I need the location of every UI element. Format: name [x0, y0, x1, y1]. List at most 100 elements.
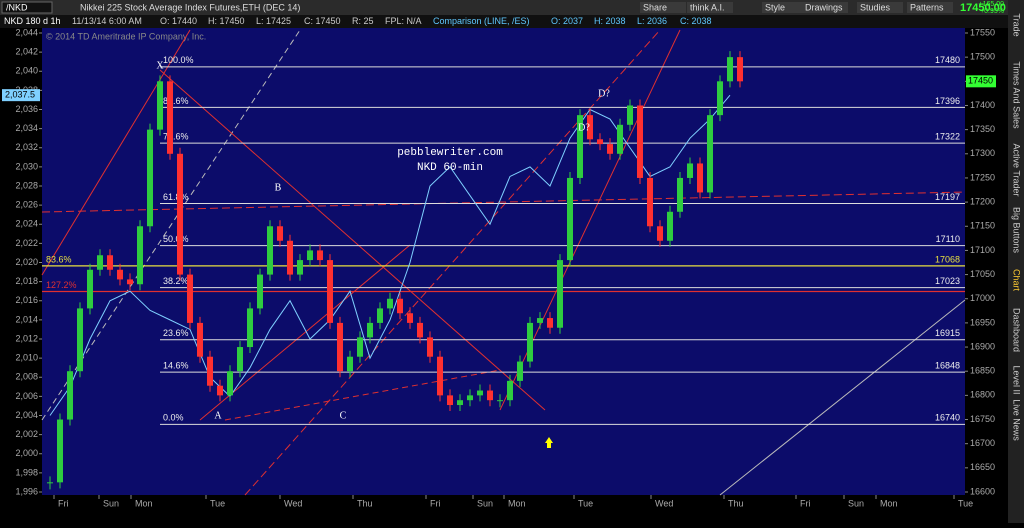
candle — [637, 105, 643, 178]
x-tick-label: Fri — [430, 498, 441, 508]
y-tick-label: 17400 — [970, 100, 995, 110]
info-bar — [0, 15, 1008, 28]
annotation: A — [214, 410, 222, 421]
info-item: L: 17425 — [256, 16, 291, 26]
y-tick-label: 16600 — [970, 486, 995, 496]
sidebar-tab[interactable]: Active Trader — [1012, 143, 1022, 196]
fib-pct: 88.6% — [163, 96, 189, 106]
y-tick-label: 17200 — [970, 196, 995, 206]
info-item: R: 25 — [352, 16, 374, 26]
toolbar-button[interactable] — [857, 2, 903, 13]
trend-line — [41, 191, 966, 213]
candle — [437, 356, 443, 396]
info-item: C: 2038 — [680, 16, 712, 26]
candle — [587, 115, 593, 140]
toolbar-button[interactable] — [640, 2, 686, 13]
comparison-line — [49, 94, 731, 416]
sidebar-tab[interactable]: Chart — [1012, 269, 1022, 292]
annotation: B — [275, 182, 282, 193]
candle — [77, 308, 83, 372]
price-tag — [966, 75, 996, 88]
candle — [57, 419, 63, 483]
y-tick-label: 16950 — [970, 317, 995, 327]
candle — [397, 298, 403, 314]
y-tick-label: 17050 — [970, 269, 995, 279]
price-tag-label: 17450 — [968, 76, 993, 86]
candle — [127, 279, 133, 285]
x-tick-label: Sun — [848, 498, 864, 508]
x-tick-label: Thu — [357, 498, 373, 508]
candle — [227, 371, 233, 396]
candle — [287, 240, 293, 275]
candle — [297, 260, 303, 275]
toolbar-button-label: Share — [643, 2, 667, 12]
x-tick-label: Sun — [477, 498, 493, 508]
symbol: /NKD — [6, 2, 28, 12]
x-tick-label: Wed — [655, 498, 673, 508]
arrow-marker — [545, 437, 553, 448]
sidebar-tab[interactable]: Level II — [1012, 365, 1022, 394]
info-item: FPL: N/A — [385, 16, 422, 26]
candle — [267, 226, 273, 275]
fib-price: 16915 — [935, 328, 960, 338]
y-tick-label: 17550 — [970, 27, 995, 37]
sidebar-tab[interactable]: Live News — [1012, 399, 1022, 441]
candle — [537, 318, 543, 323]
toolbar-button[interactable] — [802, 2, 848, 13]
toolbar-button-label: think A.I. — [690, 2, 725, 12]
trend-line — [41, 29, 191, 276]
y-tick-label: 16900 — [970, 341, 995, 351]
candle — [307, 250, 313, 261]
candle — [617, 124, 623, 154]
sidebar — [1008, 0, 1024, 523]
candle — [627, 105, 633, 125]
y2-tick-label: 2,024 — [15, 219, 38, 229]
level-pct: 83.6% — [46, 254, 72, 264]
y2-tick-label: 1,996 — [15, 486, 38, 496]
candle — [247, 308, 253, 348]
y2-tick-label: 2,032 — [15, 142, 38, 152]
fib-pct: 61.8% — [163, 192, 189, 202]
toolbar-button-label: Patterns — [910, 2, 944, 12]
fib-price: 17480 — [935, 55, 960, 65]
x-tick-label: Mon — [135, 498, 153, 508]
y2-tick-label: 2,002 — [15, 429, 38, 439]
y-tick-label: 16850 — [970, 366, 995, 376]
annotation: NKD 60-min — [417, 162, 483, 174]
last-price: 17450.00 — [960, 2, 1006, 14]
fib-pct: 14.6% — [163, 361, 189, 371]
candle — [467, 395, 473, 401]
candle — [487, 390, 493, 401]
change: +165.00 — [979, 1, 1005, 8]
y2-tick-label: 2,008 — [15, 372, 38, 382]
y-tick-label: 17500 — [970, 52, 995, 62]
trend-line — [199, 244, 411, 421]
sidebar-tab[interactable]: Dashboard — [1012, 308, 1022, 352]
candle — [457, 400, 463, 406]
sidebar-tab[interactable]: Big Buttons — [1012, 207, 1022, 254]
y-tick-label: 17300 — [970, 148, 995, 158]
sidebar-tab[interactable]: Trade — [1012, 13, 1022, 36]
sidebar-tab[interactable]: Times And Sales — [1012, 61, 1022, 129]
x-axis — [0, 495, 1008, 523]
y2-tick-label: 2,030 — [15, 161, 38, 171]
fib-pct: 78.6% — [163, 132, 189, 142]
candle — [597, 139, 603, 145]
candle — [317, 250, 323, 261]
toolbar-button[interactable] — [907, 2, 953, 13]
symbol-box[interactable] — [1, 1, 53, 14]
candle — [517, 361, 523, 381]
right-axis — [965, 28, 1008, 495]
y-tick-label: 17250 — [970, 172, 995, 182]
candle — [667, 211, 673, 241]
candle — [87, 269, 93, 309]
y-tick-label: 17350 — [970, 124, 995, 134]
toolbar-button[interactable] — [762, 2, 808, 13]
candle — [327, 260, 333, 323]
candle — [147, 129, 153, 227]
toolbar-button[interactable] — [687, 2, 733, 13]
fib-price: 17110 — [936, 234, 960, 244]
toolbar-button-label: Studies — [860, 2, 891, 12]
y2-tick-label: 2,044 — [15, 27, 38, 37]
